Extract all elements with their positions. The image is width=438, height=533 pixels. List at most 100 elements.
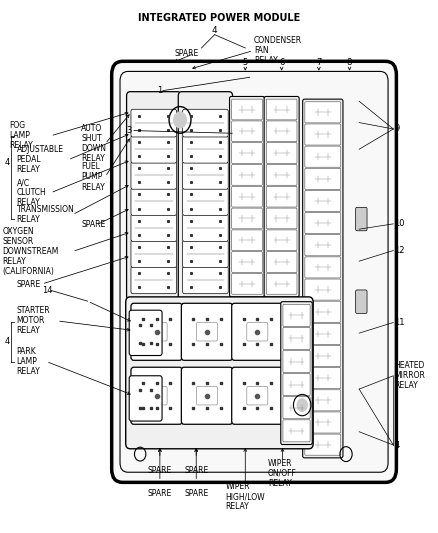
FancyBboxPatch shape — [126, 297, 313, 449]
FancyBboxPatch shape — [232, 273, 262, 294]
FancyBboxPatch shape — [131, 188, 177, 215]
FancyBboxPatch shape — [131, 303, 182, 360]
FancyBboxPatch shape — [356, 207, 367, 231]
Text: WIPER
HIGH/LOW
RELAY: WIPER HIGH/LOW RELAY — [226, 482, 265, 511]
FancyBboxPatch shape — [183, 266, 228, 294]
FancyBboxPatch shape — [131, 135, 177, 163]
Text: 8: 8 — [347, 58, 352, 67]
Text: SPARE: SPARE — [148, 466, 172, 474]
Text: PARK
LAMP
RELAY: PARK LAMP RELAY — [17, 347, 40, 376]
FancyBboxPatch shape — [266, 99, 297, 120]
Text: HEATED
MIRROR
RELAY: HEATED MIRROR RELAY — [394, 361, 425, 390]
FancyBboxPatch shape — [266, 252, 297, 272]
Text: 4: 4 — [4, 337, 10, 345]
Text: ADJUSTABLE
PEDAL
RELAY: ADJUSTABLE PEDAL RELAY — [17, 146, 64, 174]
Text: 3: 3 — [127, 126, 132, 135]
FancyBboxPatch shape — [266, 121, 297, 142]
FancyBboxPatch shape — [266, 230, 297, 251]
FancyBboxPatch shape — [232, 367, 283, 424]
FancyBboxPatch shape — [303, 99, 343, 458]
FancyBboxPatch shape — [131, 367, 182, 424]
FancyBboxPatch shape — [232, 252, 262, 272]
FancyBboxPatch shape — [183, 188, 228, 215]
FancyBboxPatch shape — [183, 135, 228, 163]
Text: 4: 4 — [4, 158, 10, 167]
Text: 4: 4 — [212, 27, 217, 35]
FancyBboxPatch shape — [131, 109, 177, 137]
FancyBboxPatch shape — [232, 143, 262, 164]
FancyBboxPatch shape — [305, 434, 341, 455]
Text: 1: 1 — [157, 86, 162, 95]
FancyBboxPatch shape — [131, 161, 177, 189]
FancyBboxPatch shape — [305, 412, 341, 433]
FancyBboxPatch shape — [305, 257, 341, 278]
FancyBboxPatch shape — [112, 61, 396, 482]
FancyBboxPatch shape — [232, 230, 262, 251]
FancyBboxPatch shape — [305, 102, 341, 123]
Text: SPARE: SPARE — [174, 49, 198, 58]
FancyBboxPatch shape — [181, 303, 233, 360]
FancyBboxPatch shape — [356, 290, 367, 313]
Text: TRANSMISSION
RELAY: TRANSMISSION RELAY — [17, 205, 74, 224]
FancyBboxPatch shape — [305, 168, 341, 189]
Text: 14: 14 — [42, 286, 52, 295]
FancyBboxPatch shape — [283, 420, 310, 442]
Text: SPARE: SPARE — [81, 221, 105, 229]
Text: OXYGEN
SENSOR
DOWNSTREAM
RELAY
(CALIFORNIA): OXYGEN SENSOR DOWNSTREAM RELAY (CALIFORN… — [2, 227, 59, 276]
FancyBboxPatch shape — [266, 143, 297, 164]
FancyBboxPatch shape — [264, 96, 299, 297]
FancyBboxPatch shape — [305, 213, 341, 233]
Text: 12: 12 — [394, 246, 405, 255]
FancyBboxPatch shape — [283, 397, 310, 419]
Text: A/C
CLUTCH
RELAY: A/C CLUTCH RELAY — [17, 179, 46, 207]
FancyBboxPatch shape — [266, 165, 297, 185]
FancyBboxPatch shape — [232, 303, 283, 360]
FancyBboxPatch shape — [266, 187, 297, 207]
FancyBboxPatch shape — [178, 92, 233, 300]
FancyBboxPatch shape — [230, 96, 265, 297]
FancyBboxPatch shape — [283, 327, 310, 350]
FancyBboxPatch shape — [183, 161, 228, 189]
FancyBboxPatch shape — [305, 390, 341, 411]
Text: 11: 11 — [394, 318, 405, 327]
Text: 10: 10 — [394, 220, 405, 228]
FancyBboxPatch shape — [129, 376, 162, 421]
FancyBboxPatch shape — [181, 367, 233, 424]
FancyBboxPatch shape — [131, 214, 177, 241]
Text: FOG
LAMP
RELAY: FOG LAMP RELAY — [9, 122, 32, 150]
Text: 6: 6 — [279, 58, 284, 67]
FancyBboxPatch shape — [131, 240, 177, 268]
FancyBboxPatch shape — [183, 240, 228, 268]
FancyBboxPatch shape — [232, 121, 262, 142]
FancyBboxPatch shape — [131, 266, 177, 294]
Text: CONDENSER
FAN
RELAY: CONDENSER FAN RELAY — [254, 36, 302, 65]
Text: 9: 9 — [394, 125, 399, 133]
Text: WIPER
ON/OFF
RELAY: WIPER ON/OFF RELAY — [268, 459, 297, 488]
Text: INTEGRATED POWER MODULE: INTEGRATED POWER MODULE — [138, 13, 300, 23]
Text: SPARE: SPARE — [184, 466, 208, 474]
Text: SPARE: SPARE — [17, 280, 41, 288]
Text: 4: 4 — [394, 441, 399, 449]
FancyBboxPatch shape — [305, 190, 341, 212]
FancyBboxPatch shape — [283, 374, 310, 395]
FancyBboxPatch shape — [305, 146, 341, 167]
FancyBboxPatch shape — [232, 208, 262, 229]
FancyBboxPatch shape — [129, 310, 162, 356]
Text: 5: 5 — [243, 58, 248, 67]
FancyBboxPatch shape — [266, 208, 297, 229]
FancyBboxPatch shape — [305, 324, 341, 344]
FancyBboxPatch shape — [305, 235, 341, 256]
FancyBboxPatch shape — [232, 165, 262, 185]
FancyBboxPatch shape — [232, 99, 262, 120]
FancyBboxPatch shape — [305, 124, 341, 145]
FancyBboxPatch shape — [127, 92, 181, 300]
Text: AUTO
SHUT
DOWN
RELAY: AUTO SHUT DOWN RELAY — [81, 124, 106, 164]
Text: STARTER
MOTOR
RELAY: STARTER MOTOR RELAY — [17, 306, 50, 335]
FancyBboxPatch shape — [305, 368, 341, 389]
FancyBboxPatch shape — [183, 109, 228, 137]
FancyBboxPatch shape — [281, 302, 312, 445]
FancyBboxPatch shape — [266, 273, 297, 294]
Text: SPARE: SPARE — [148, 489, 172, 497]
Circle shape — [297, 398, 308, 412]
Text: FUEL
PUMP
RELAY: FUEL PUMP RELAY — [81, 163, 105, 191]
